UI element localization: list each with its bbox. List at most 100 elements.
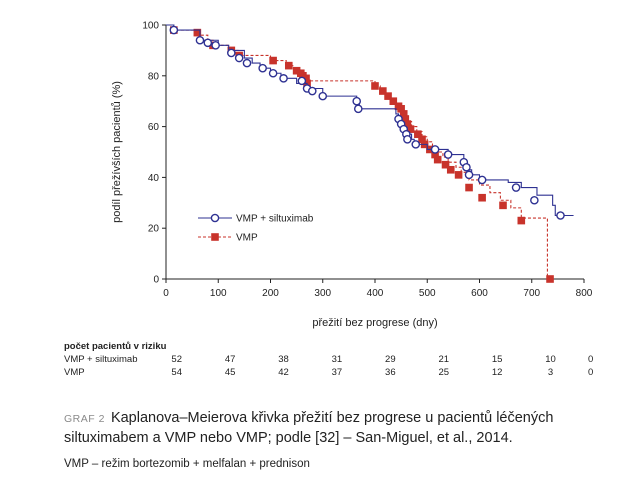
series-marker <box>517 216 526 225</box>
series-marker <box>371 82 379 90</box>
risk-cell: 25 <box>438 367 450 378</box>
series-marker <box>414 130 422 139</box>
series-marker <box>302 74 310 83</box>
series-marker <box>465 183 473 192</box>
x-tick-label: 100 <box>210 288 227 299</box>
risk-cell: 12 <box>491 367 503 378</box>
series-marker <box>242 58 252 68</box>
series-marker <box>431 150 439 159</box>
risk-cell: 37 <box>331 367 343 378</box>
risk-cell: 3 <box>547 367 554 378</box>
series-marker <box>406 125 415 133</box>
caption-label: GRAF 2 <box>64 413 105 425</box>
y-tick-label: 20 <box>148 224 160 235</box>
series-marker <box>353 104 363 114</box>
risk-row-label: VMP + siltuximab <box>64 354 138 365</box>
caption-footnote: VMP – režim bortezomib + melfalan + pred… <box>64 458 310 470</box>
y-tick-label: 80 <box>148 71 160 82</box>
series-marker <box>499 201 507 210</box>
series-marker <box>399 110 408 118</box>
series-marker <box>379 87 387 95</box>
x-tick-label: 0 <box>163 288 169 299</box>
series-marker <box>258 63 267 73</box>
x-tick-label: 800 <box>576 288 593 299</box>
y-tick-label: 0 <box>153 275 159 286</box>
series-1 <box>166 24 554 283</box>
risk-cell: 36 <box>385 367 396 378</box>
x-tick-label: 600 <box>471 288 488 299</box>
series-marker <box>433 155 442 164</box>
series-marker <box>268 68 278 78</box>
legend-marker <box>210 213 220 223</box>
series-marker <box>397 105 405 113</box>
series-marker <box>430 145 440 154</box>
series-marker <box>307 86 317 96</box>
series-marker <box>203 38 213 48</box>
series-marker <box>511 183 521 192</box>
series-marker <box>418 135 426 144</box>
x-tick-label: 500 <box>419 288 436 299</box>
risk-cell: 54 <box>171 367 182 378</box>
risk-cell: 0 <box>587 354 594 365</box>
legend: VMP + siltuximab VMP <box>198 214 314 244</box>
risk-cell: 0 <box>587 367 594 378</box>
risk-cell: 45 <box>224 367 236 378</box>
risk-table: VMP + siltuximab 52 47 38 31 29 21 15 10… <box>64 339 604 379</box>
series-marker <box>193 28 202 37</box>
series-marker <box>384 92 392 100</box>
series-layer <box>166 24 574 283</box>
series-marker <box>454 171 463 179</box>
series-marker <box>441 160 450 169</box>
risk-row-vmp: VMP 54 45 42 37 36 25 12 3 0 <box>64 366 604 379</box>
risk-cell: 31 <box>331 354 343 365</box>
risk-cell: 52 <box>171 354 182 365</box>
series-marker <box>169 25 179 35</box>
series-marker <box>462 162 471 172</box>
series-marker <box>292 66 301 75</box>
series-marker <box>297 76 307 86</box>
risk-row-vmp-siltuximab: VMP + siltuximab 52 47 38 31 29 21 15 10… <box>64 353 604 366</box>
series-marker <box>530 195 539 205</box>
series-marker <box>284 61 293 70</box>
series-0 <box>166 24 574 220</box>
y-tick-label: 60 <box>148 122 160 133</box>
km-chart: 0 100 200 300 400 500 600 700 800 0 20 40 60 80 100 po… <box>111 21 593 330</box>
series-marker <box>318 91 328 101</box>
figure-caption: GRAF 2 Kaplanova–Meierova křivka přežití … <box>64 409 614 448</box>
series-marker <box>443 150 453 159</box>
series-marker <box>234 53 244 63</box>
series-marker <box>464 170 474 180</box>
series-marker <box>401 115 410 123</box>
risk-row-label: VMP <box>64 367 85 378</box>
risk-table-title: počet pacientů v riziku <box>64 341 167 352</box>
series-marker <box>403 134 412 144</box>
caption-text: Kaplanova–Meierova křivka přežití bez pr… <box>64 410 554 446</box>
y-tick-label: 40 <box>148 173 160 184</box>
y-tick-label: 100 <box>142 21 159 32</box>
series-marker <box>269 56 277 65</box>
risk-cell: 38 <box>278 354 289 365</box>
series-marker <box>477 175 487 185</box>
risk-cell: 10 <box>545 354 556 365</box>
risk-cell: 42 <box>278 367 289 378</box>
series-line <box>166 24 551 280</box>
series-marker <box>279 74 288 83</box>
series-marker <box>211 41 220 50</box>
x-tick-label: 400 <box>367 288 384 299</box>
x-tick-label: 700 <box>523 288 540 299</box>
legend-label: VMP <box>236 233 258 244</box>
risk-cell: 21 <box>438 354 450 365</box>
legend-label: VMP + siltuximab <box>236 214 314 225</box>
series-marker <box>478 193 486 202</box>
series-marker <box>195 35 205 45</box>
series-marker <box>352 96 362 106</box>
x-tick-label: 200 <box>262 288 279 299</box>
risk-cell: 29 <box>385 354 396 365</box>
series-marker <box>546 275 554 283</box>
risk-cell: 15 <box>491 354 503 365</box>
legend-marker <box>211 233 219 241</box>
series-marker <box>403 120 412 128</box>
x-tick-label: 300 <box>314 288 331 299</box>
x-axis-label: přežití bez progrese (dny) <box>312 317 437 329</box>
risk-cell: 47 <box>224 354 236 365</box>
